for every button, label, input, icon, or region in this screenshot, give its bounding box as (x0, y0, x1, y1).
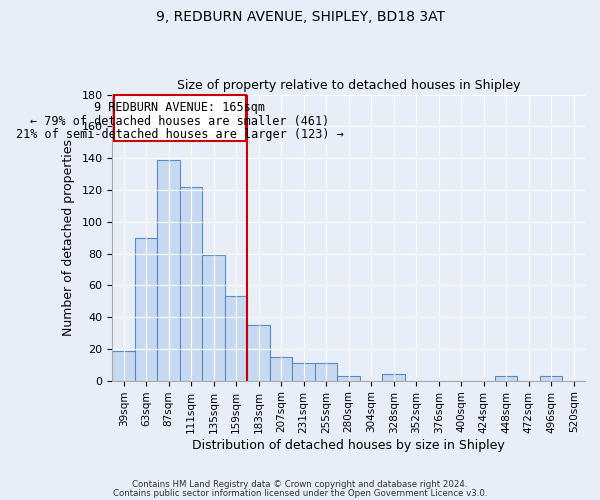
Bar (135, 238, 157, 380)
Bar (157, 160, 180, 380)
Bar (202, 255, 225, 380)
Y-axis label: Number of detached properties: Number of detached properties (62, 139, 74, 336)
Bar (112, 350, 135, 380)
Title: Size of property relative to detached houses in Shipley: Size of property relative to detached ho… (177, 79, 520, 92)
Bar (225, 296, 247, 380)
Bar (292, 363, 315, 380)
Text: 9, REDBURN AVENUE, SHIPLEY, BD18 3AT: 9, REDBURN AVENUE, SHIPLEY, BD18 3AT (155, 10, 445, 24)
X-axis label: Distribution of detached houses by size in Shipley: Distribution of detached houses by size … (193, 440, 505, 452)
Text: ← 79% of detached houses are smaller (461): ← 79% of detached houses are smaller (46… (31, 115, 329, 128)
Bar (247, 325, 270, 380)
Text: 9 REDBURN AVENUE: 165sqm: 9 REDBURN AVENUE: 165sqm (94, 101, 265, 114)
Text: Contains public sector information licensed under the Open Government Licence v3: Contains public sector information licen… (113, 488, 487, 498)
Text: 21% of semi-detached houses are larger (123) →: 21% of semi-detached houses are larger (… (16, 128, 344, 141)
Bar (270, 357, 292, 380)
Bar (180, 187, 202, 380)
Bar (495, 376, 517, 380)
Bar (382, 374, 405, 380)
Bar (337, 376, 360, 380)
Bar (315, 363, 337, 380)
FancyBboxPatch shape (113, 94, 247, 140)
Bar (540, 376, 562, 380)
Text: Contains HM Land Registry data © Crown copyright and database right 2024.: Contains HM Land Registry data © Crown c… (132, 480, 468, 489)
